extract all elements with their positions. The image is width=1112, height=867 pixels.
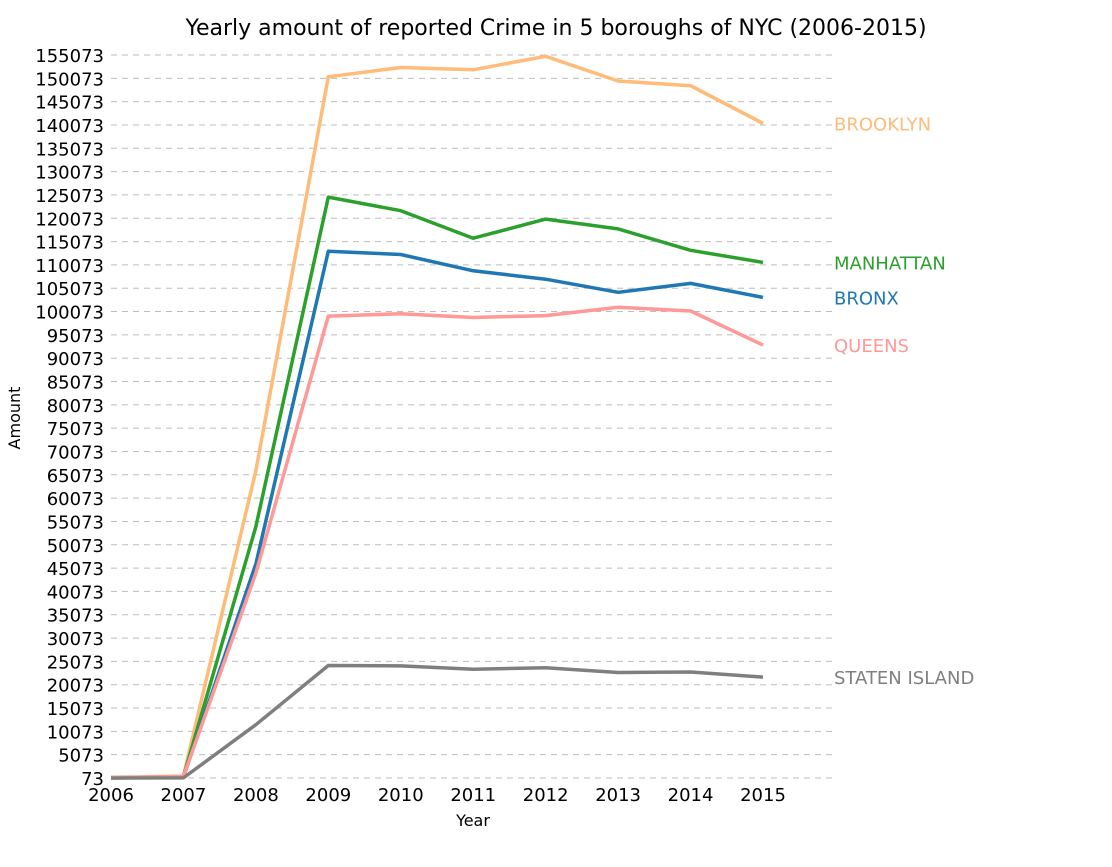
y-tick-label: 35073 xyxy=(47,606,104,627)
y-tick-label: 85073 xyxy=(47,373,104,394)
y-tick-label: 20073 xyxy=(47,676,104,697)
y-tick-label: 25073 xyxy=(47,652,104,673)
y-tick-label: 10073 xyxy=(47,722,104,743)
y-tick-label: 90073 xyxy=(47,349,104,370)
y-tick-label: 130073 xyxy=(35,163,104,184)
series-label: BRONX xyxy=(834,288,899,309)
y-tick-label: 80073 xyxy=(47,396,104,417)
y-tick-label: 115073 xyxy=(35,233,104,254)
y-tick-label: 110073 xyxy=(35,256,104,277)
chart-title: Yearly amount of reported Crime in 5 bor… xyxy=(184,16,926,41)
x-axis-label: Year xyxy=(455,811,490,830)
y-tick-label: 100073 xyxy=(35,303,104,324)
y-axis-label: Amount xyxy=(5,387,24,450)
y-tick-label: 120073 xyxy=(35,209,104,230)
series-line-queens xyxy=(110,305,764,780)
y-tick-label: 150073 xyxy=(35,69,104,90)
x-tick-label: 2009 xyxy=(305,785,351,806)
x-tick-label: 2010 xyxy=(378,785,424,806)
y-tick-label: 73 xyxy=(81,769,104,790)
x-tick-label: 2013 xyxy=(595,785,641,806)
series-line-staten-island xyxy=(110,663,764,780)
x-tick-label: 2007 xyxy=(161,785,207,806)
y-tick-label: 145073 xyxy=(35,93,104,114)
series-line-brooklyn xyxy=(110,54,764,780)
y-tick-label: 105073 xyxy=(35,279,104,300)
y-tick-label: 75073 xyxy=(47,419,104,440)
y-tick-label: 55073 xyxy=(47,512,104,533)
y-tick-label: 40073 xyxy=(47,582,104,603)
series-lines xyxy=(110,54,764,780)
x-axis-ticks: 2006 2007 2008 2009 2010 2011 2012 2013 2014 2015 xyxy=(88,785,786,806)
y-tick-label: 70073 xyxy=(47,442,104,463)
series-line-bronx xyxy=(110,249,764,780)
y-tick-label: 155073 xyxy=(35,46,104,67)
y-tick-label: 95073 xyxy=(47,326,104,347)
x-tick-label: 2011 xyxy=(450,785,496,806)
x-tick-label: 2015 xyxy=(740,785,786,806)
y-tick-label: 60073 xyxy=(47,489,104,510)
y-tick-label: 30073 xyxy=(47,629,104,650)
series-label: QUEENS xyxy=(834,336,909,357)
y-tick-label: 65073 xyxy=(47,466,104,487)
y-tick-label: 140073 xyxy=(35,116,104,137)
series-line-manhattan xyxy=(110,195,764,780)
y-tick-label: 50073 xyxy=(47,536,104,557)
series-label: BROOKLYN xyxy=(834,114,931,135)
x-tick-label: 2008 xyxy=(233,785,279,806)
y-tick-label: 45073 xyxy=(47,559,104,580)
y-tick-label: 5073 xyxy=(58,746,104,767)
y-tick-label: 15073 xyxy=(47,699,104,720)
series-labels: BROOKLYN MANHATTAN BRONX QUEENS STATEN ISLAN… xyxy=(834,114,974,689)
y-tick-label: 135073 xyxy=(35,139,104,160)
series-label: MANHATTAN xyxy=(834,253,946,274)
x-tick-label: 2012 xyxy=(523,785,569,806)
series-label: STATEN ISLAND xyxy=(834,668,974,689)
x-tick-label: 2014 xyxy=(668,785,714,806)
x-tick-label: 2006 xyxy=(88,785,134,806)
y-tick-label: 125073 xyxy=(35,186,104,207)
